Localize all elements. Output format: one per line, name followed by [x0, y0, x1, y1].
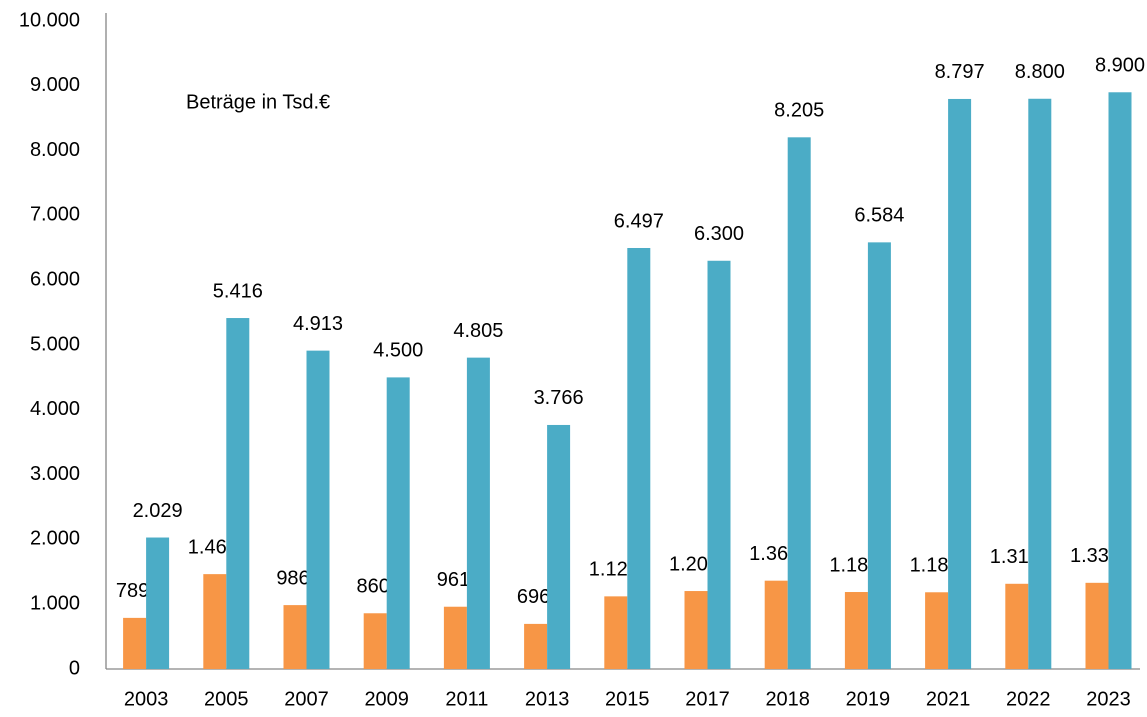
bar: [443, 606, 467, 669]
y-tick-label: 1.000: [30, 592, 80, 614]
x-tick-label: 2023: [1086, 688, 1131, 710]
x-tick-label: 2022: [1006, 688, 1051, 710]
bar: [283, 605, 307, 669]
value-label: 860: [357, 576, 390, 598]
value-label: 8.205: [774, 100, 824, 122]
value-label: 4.805: [453, 320, 503, 342]
bar: [203, 574, 227, 669]
x-tick-label: 2009: [364, 688, 409, 710]
bar: [146, 537, 170, 669]
value-label: 1.315: [990, 546, 1040, 568]
value-label: 4.500: [373, 340, 423, 362]
value-label: 1.203: [669, 553, 719, 575]
value-label: 3.766: [534, 387, 584, 409]
bar: [524, 623, 548, 669]
value-label: 6.497: [614, 210, 664, 232]
x-tick-label: 2015: [605, 688, 650, 710]
annotation: Beträge in Tsd.€: [186, 91, 330, 113]
y-tick-label: 10.000: [19, 9, 80, 31]
bar: [123, 617, 147, 669]
bar: [764, 580, 788, 669]
value-label: 986: [276, 567, 309, 589]
bar: [604, 596, 628, 669]
y-tick-label: 9.000: [30, 74, 80, 96]
y-tick-label: 4.000: [30, 398, 80, 420]
value-label: 696: [517, 586, 550, 608]
bar: [1028, 98, 1052, 669]
value-label: 6.300: [694, 223, 744, 245]
bar: [948, 98, 972, 669]
bar: [1108, 92, 1132, 669]
bar: [363, 613, 387, 669]
bar: [627, 247, 651, 670]
x-tick-label: 2007: [284, 688, 329, 710]
bar: [844, 592, 868, 669]
bar: [684, 591, 708, 669]
y-tick-label: 7.000: [30, 204, 80, 226]
y-tick-label: 0: [69, 657, 80, 679]
bar: [386, 377, 410, 669]
bar: [925, 592, 949, 669]
value-label: 789: [116, 580, 149, 602]
y-tick-label: 6.000: [30, 268, 80, 290]
value-label: 8.797: [935, 61, 985, 83]
bar: [787, 137, 811, 670]
value-label: 8.900: [1095, 55, 1145, 77]
x-tick-label: 2005: [204, 688, 249, 710]
value-label: 961: [437, 569, 470, 591]
y-tick-label: 8.000: [30, 139, 80, 161]
value-label: 1.121: [589, 559, 639, 581]
value-label: 1.188: [829, 554, 879, 576]
bar: [306, 350, 330, 669]
value-label: 5.416: [213, 280, 263, 302]
y-tick-label: 2.000: [30, 528, 80, 550]
x-tick-label: 2013: [525, 688, 570, 710]
x-tick-label: 2017: [685, 688, 730, 710]
bar: [867, 242, 891, 669]
bar: [707, 260, 731, 669]
x-tick-label: 2019: [846, 688, 891, 710]
bar: [466, 357, 490, 669]
value-label: 1.464: [188, 536, 238, 558]
value-label: 6.584: [854, 205, 904, 227]
value-label: 1.330: [1070, 545, 1120, 567]
value-label: 4.913: [293, 313, 343, 335]
bar: [547, 424, 571, 669]
value-label: 1.184: [910, 555, 960, 577]
bar: [226, 318, 250, 669]
x-tick-label: 2003: [124, 688, 169, 710]
value-label: 2.029: [133, 500, 183, 522]
value-label: 1.363: [749, 543, 799, 565]
value-label: 8.800: [1015, 61, 1065, 83]
bar: [1085, 582, 1109, 669]
x-tick-label: 2011: [445, 688, 488, 710]
x-tick-label: 2021: [926, 688, 971, 710]
x-tick-label: 2018: [765, 688, 810, 710]
bar: [1005, 583, 1029, 669]
y-tick-label: 5.000: [30, 333, 80, 355]
y-tick-label: 3.000: [30, 463, 80, 485]
